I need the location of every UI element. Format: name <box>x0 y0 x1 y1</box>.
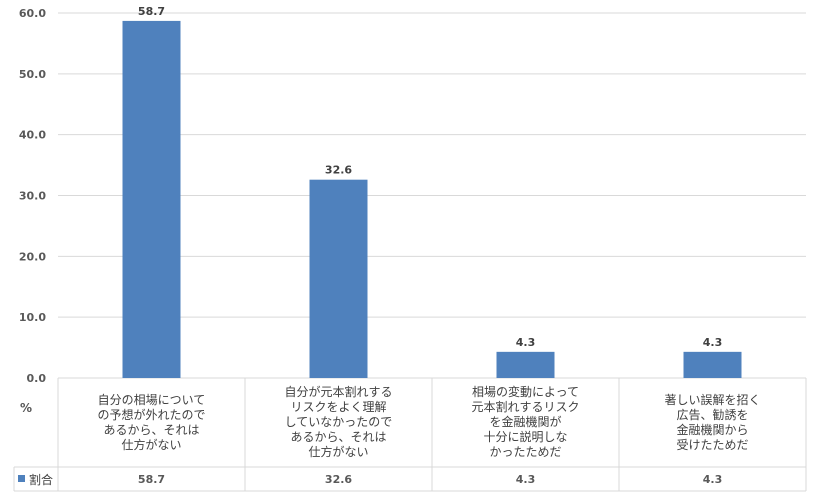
category-label: 自分の相場について の予想が外れたので あるから、それは 仕方がない <box>97 392 206 452</box>
table-value: 4.3 <box>702 473 723 486</box>
legend-swatch <box>18 475 25 482</box>
data-label: 4.3 <box>516 336 536 349</box>
table-value: 58.7 <box>137 473 166 486</box>
table-value: 4.3 <box>515 473 536 486</box>
data-label: 32.6 <box>325 164 352 177</box>
category-label: 著しい誤解を招く 広告、勧誘を 金融機関から 受けたためだ <box>664 392 761 452</box>
y-tick-label: 40.0 <box>19 129 46 142</box>
bar <box>683 351 742 378</box>
y-tick-label: 20.0 <box>19 250 46 263</box>
y-axis-label: % <box>20 401 32 415</box>
y-tick-label: 0.0 <box>27 372 47 385</box>
y-tick-label: 60.0 <box>19 7 46 20</box>
bar <box>496 351 555 378</box>
y-tick-label: 10.0 <box>19 311 46 324</box>
data-label: 4.3 <box>703 336 723 349</box>
table-value: 32.6 <box>324 473 353 486</box>
y-tick-label: 30.0 <box>19 190 46 203</box>
category-label: 自分が元本割れする リスクをよく理解 していなかったので あるから、それは 仕方… <box>284 385 393 459</box>
category-label: 相場の変動によって 元本割れするリスク を金融機関が 十分に説明しな かったため… <box>471 385 580 459</box>
bar <box>122 20 181 379</box>
y-tick-label: 50.0 <box>19 68 46 81</box>
bar <box>309 179 368 378</box>
legend-label: 割合 <box>29 472 53 487</box>
data-label: 58.7 <box>138 5 165 18</box>
